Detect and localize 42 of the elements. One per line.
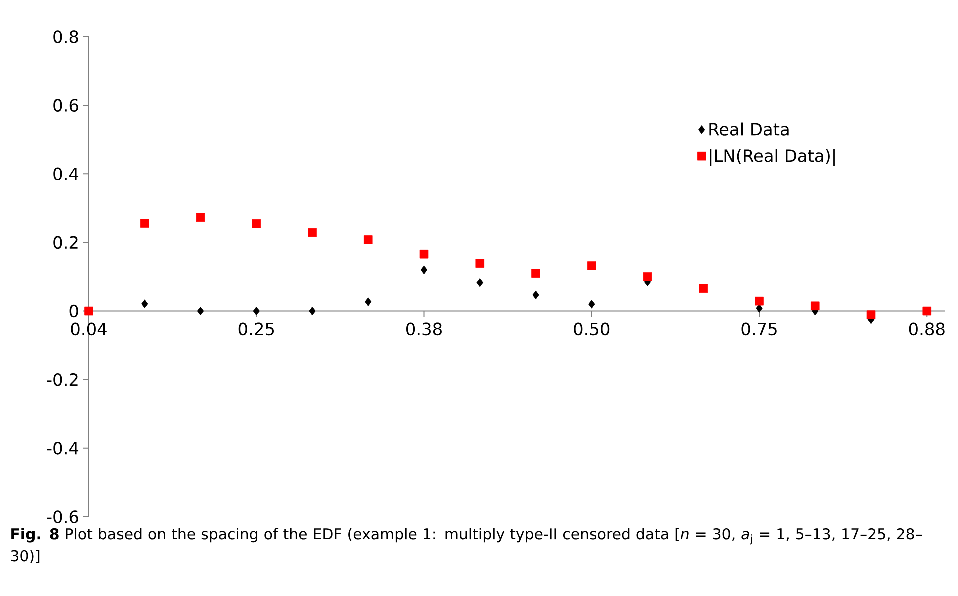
point (532, 269, 540, 278)
x-tick-label: 0.75 (742, 322, 777, 336)
point (866, 310, 876, 320)
y-tick-label: 0.2 (54, 236, 78, 250)
point (643, 272, 652, 282)
point (142, 300, 148, 308)
y-tick-label: -0.4 (47, 442, 79, 455)
legend-label: Real Data (710, 122, 789, 136)
x-tick-label: 0.04 (71, 322, 107, 336)
point (476, 278, 484, 288)
x-tick-label: 0.88 (909, 322, 945, 336)
y-tick-label: 0.8 (54, 30, 78, 44)
text: Fig. 8 Plot based on the spacing of the EDF (example 1: multiply type-II censored data [n = 30, a$_{j}$ = 1, 5–13, 17–25, 28–30)] (11, 528, 922, 564)
point (587, 262, 596, 270)
point (810, 302, 820, 311)
y-tick-label: -0.6 (47, 510, 78, 524)
point (309, 306, 316, 316)
point (532, 290, 540, 300)
point (308, 228, 317, 238)
point (588, 300, 596, 309)
point (755, 296, 764, 306)
y-tick-label: -0.2 (47, 373, 78, 386)
x-tick-label: 0.25 (238, 322, 274, 336)
point (364, 236, 373, 244)
legend-label: |LN(Real Data)| (710, 149, 835, 166)
point (420, 266, 428, 275)
point (365, 298, 372, 306)
point (197, 306, 204, 316)
point (420, 250, 429, 259)
point (84, 306, 94, 316)
point (140, 219, 150, 228)
y-tick-label: 0.4 (54, 168, 79, 181)
x-tick-label: 0.50 (574, 322, 610, 336)
x-tick-label: 0.38 (406, 322, 442, 336)
y-tick-label: 0.6 (54, 99, 78, 112)
y-tick-label: 0 (70, 304, 78, 318)
point (253, 306, 260, 316)
point (476, 259, 485, 268)
point (252, 219, 262, 228)
point (699, 284, 708, 294)
point (196, 213, 206, 222)
point (922, 306, 932, 316)
